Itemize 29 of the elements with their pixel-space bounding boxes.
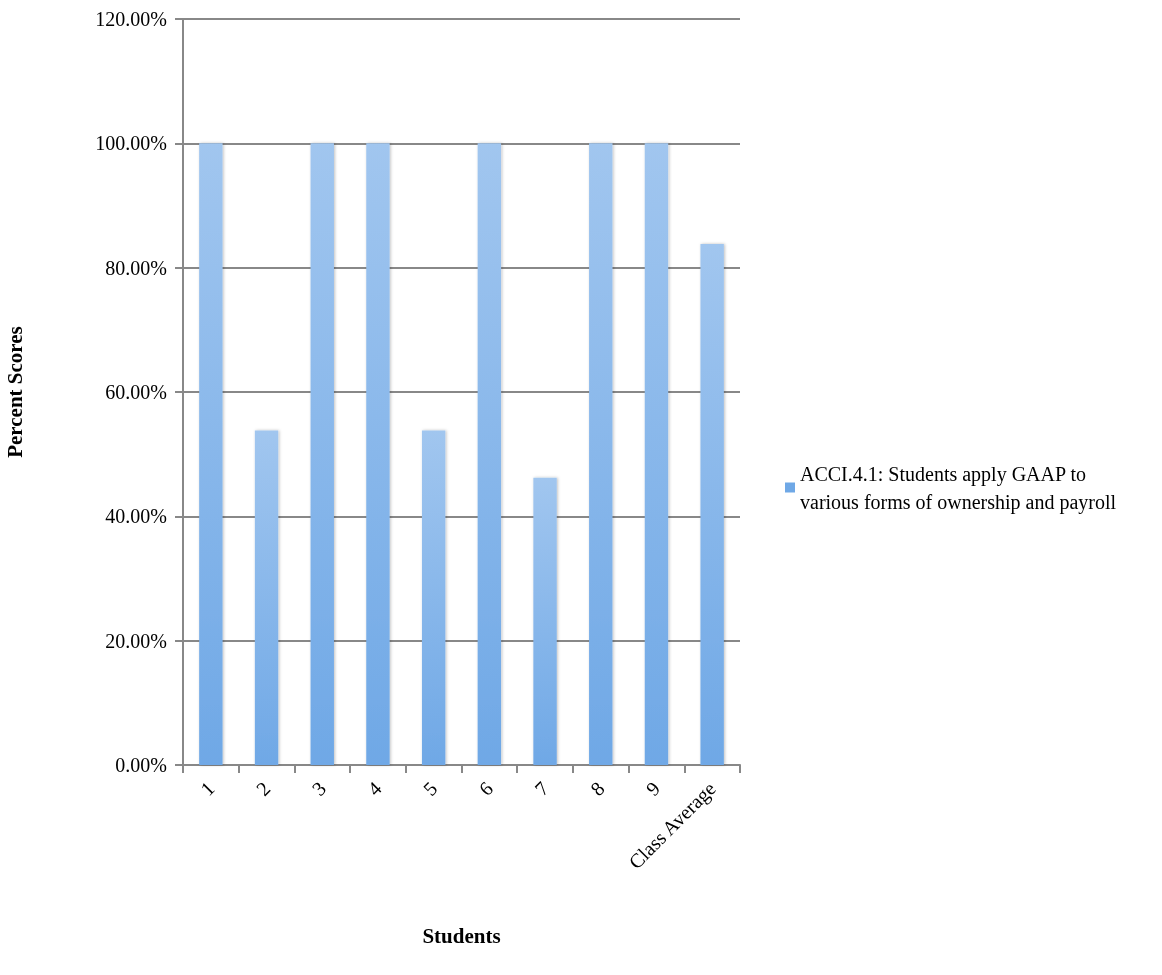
legend-label: ACCI.4.1: Students apply GAAP to various forms of ownership and payroll (800, 462, 1117, 514)
y-tick-label: 40.00% (105, 505, 167, 528)
y-axis-title: Percent Scores (2, 326, 27, 458)
bar (477, 143, 502, 765)
x-tick-label: 8 (585, 777, 609, 800)
x-axis-title: Students (422, 923, 501, 948)
bar (644, 143, 669, 765)
x-tick-label: 1 (196, 777, 219, 800)
x-tick-label: 2 (251, 777, 275, 800)
bar (199, 143, 223, 765)
y-tick-label: 60.00% (105, 381, 167, 403)
y-tick-label: 120.00% (95, 8, 167, 30)
bar (254, 430, 279, 765)
bar (589, 143, 613, 765)
bar (700, 244, 724, 765)
x-tick-label: 3 (307, 777, 331, 800)
y-tick-label: 0.00% (115, 754, 167, 776)
x-tick-label: 5 (418, 777, 442, 800)
y-tick-label: 20.00% (105, 629, 167, 652)
bar (366, 143, 390, 765)
y-tick-label: 80.00% (105, 256, 167, 279)
bar (310, 143, 334, 765)
y-tick-label: 100.00% (95, 132, 167, 155)
bar (533, 477, 557, 765)
x-tick-label: 7 (530, 777, 553, 800)
x-tick-label: 9 (641, 777, 665, 800)
x-tick-label: 6 (474, 777, 498, 800)
bar (421, 430, 446, 765)
x-tick-label: 4 (363, 777, 386, 800)
